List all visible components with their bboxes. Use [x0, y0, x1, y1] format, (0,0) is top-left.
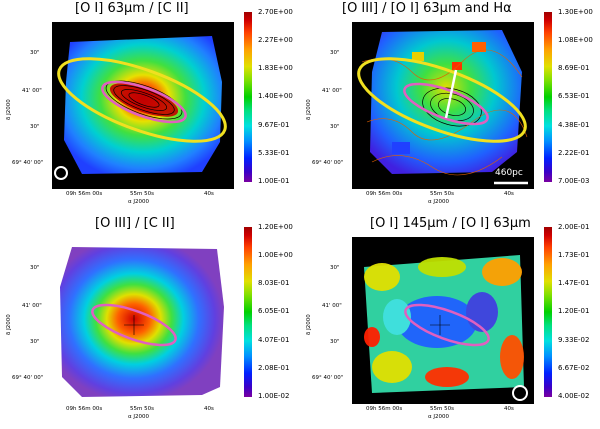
panel-oiii-oi63-halpha: [O III] / [O I] 63μm and Hα: [300, 0, 600, 214]
panel-title: [O III] / [O I] 63μm and Hα: [342, 1, 512, 16]
ytick: 30": [30, 50, 40, 56]
pink-ellipse: [404, 303, 490, 347]
colorbar-tick: 8.03E-01: [258, 279, 290, 287]
colorbar-tick: 6.05E-01: [258, 307, 290, 315]
ytick: 41' 00": [22, 303, 42, 309]
colorbar-tick: 1.83E+00: [258, 64, 293, 72]
colorbar-tick: 2.08E-01: [258, 364, 290, 372]
xtick: 40s: [204, 191, 214, 197]
colorbar: [544, 227, 552, 397]
colorbar-tick: 2.22E-01: [558, 149, 590, 157]
panel-title: [O I] 63μm / [C II]: [75, 1, 189, 16]
white-line: [444, 69, 458, 119]
colorbar-tick: 5.33E-01: [258, 149, 290, 157]
pink-ellipse: [91, 303, 177, 347]
y-axis-label: δ J2000: [6, 314, 12, 335]
xtick: 40s: [504, 406, 514, 412]
colorbar-tick: 1.08E+00: [558, 36, 593, 44]
colorbar-tick: 8.69E-01: [558, 64, 590, 72]
ytick: 41' 00": [322, 303, 342, 309]
ytick: 69° 40' 00": [312, 375, 344, 381]
xtick: 09h 56m 00s: [66, 191, 103, 197]
ytick: 69° 40' 00": [12, 375, 44, 381]
y-axis-label: δ J2000: [306, 99, 312, 120]
map-image: [52, 237, 234, 404]
colorbar: [544, 12, 552, 182]
colorbar-tick: 2.27E+00: [258, 36, 293, 44]
ytick: 30": [330, 265, 340, 271]
colorbar-tick: 6.53E-01: [558, 92, 590, 100]
xtick: 55m 50s: [130, 406, 154, 412]
colorbar-tick: 6.67E-02: [558, 364, 590, 372]
xtick: 09h 56m 00s: [366, 191, 403, 197]
panel-title: [O III] / [C II]: [95, 216, 175, 231]
panel-oiii-cii: [O III] / [C II] 30" 41' 00" 3: [0, 215, 300, 429]
xtick: 40s: [204, 406, 214, 412]
scalebar-label: 460pc: [495, 168, 523, 178]
colorbar-tick: 1.73E-01: [558, 251, 590, 259]
colorbar-tick: 4.00E-02: [558, 392, 590, 400]
colorbar-tick: 1.30E+00: [558, 8, 593, 16]
panel-oi63-cii: [O I] 63μm / [C II]: [0, 0, 300, 214]
yellow-ellipse: [357, 57, 527, 143]
colorbar-tick: 1.20E+00: [258, 223, 293, 231]
map-image: 460pc: [352, 22, 534, 189]
colorbar-tick: 9.33E-02: [558, 336, 590, 344]
xtick: 09h 56m 00s: [66, 406, 103, 412]
y-axis-label: δ J2000: [306, 314, 312, 335]
colorbar-tick: 2.70E+00: [258, 8, 293, 16]
ytick: 41' 00": [322, 88, 342, 94]
x-axis-label: α J2000: [128, 199, 149, 205]
colorbar-tick: 4.38E-01: [558, 121, 590, 129]
colorbar-tick: 1.40E+00: [258, 92, 293, 100]
xtick: 55m 50s: [430, 406, 454, 412]
xtick: 09h 56m 00s: [366, 406, 403, 412]
ytick: 30": [30, 124, 40, 130]
colorbar-tick: 1.00E-02: [258, 392, 290, 400]
colorbar-tick: 4.07E-01: [258, 336, 290, 344]
ytick: 41' 00": [22, 88, 42, 94]
map-image: [52, 22, 234, 189]
beam-circle: [512, 385, 528, 401]
panel-title: [O I] 145μm / [O I] 63μm: [370, 216, 531, 231]
colorbar: [244, 12, 252, 182]
colorbar-tick: 7.00E-03: [558, 177, 590, 185]
colorbar-tick: 1.00E-01: [258, 177, 290, 185]
x-axis-label: α J2000: [128, 414, 149, 420]
xtick: 55m 50s: [130, 191, 154, 197]
yellow-ellipse: [57, 57, 227, 143]
ytick: 30": [330, 124, 340, 130]
ytick: 69° 40' 00": [312, 160, 344, 166]
y-axis-label: δ J2000: [6, 99, 12, 120]
ytick: 30": [30, 265, 40, 271]
beam-circle: [54, 166, 68, 180]
x-axis-label: α J2000: [428, 199, 449, 205]
colorbar-tick: 9.67E-01: [258, 121, 290, 129]
x-axis-label: α J2000: [428, 414, 449, 420]
map-image: [352, 237, 534, 404]
colorbar-tick: 1.00E+00: [258, 251, 293, 259]
ytick: 69° 40' 00": [12, 160, 44, 166]
xtick: 55m 50s: [430, 191, 454, 197]
ytick: 30": [330, 339, 340, 345]
ytick: 30": [330, 50, 340, 56]
pink-ellipse: [101, 80, 187, 124]
colorbar-tick: 1.20E-01: [558, 307, 590, 315]
colorbar: [244, 227, 252, 397]
colorbar-tick: 1.47E-01: [558, 279, 590, 287]
panel-oi145-oi63: [O I] 145μm / [O I] 63μm 30" 41' 00" 30: [300, 215, 600, 429]
xtick: 40s: [504, 191, 514, 197]
colorbar-tick: 2.00E-01: [558, 223, 590, 231]
ytick: 30": [30, 339, 40, 345]
